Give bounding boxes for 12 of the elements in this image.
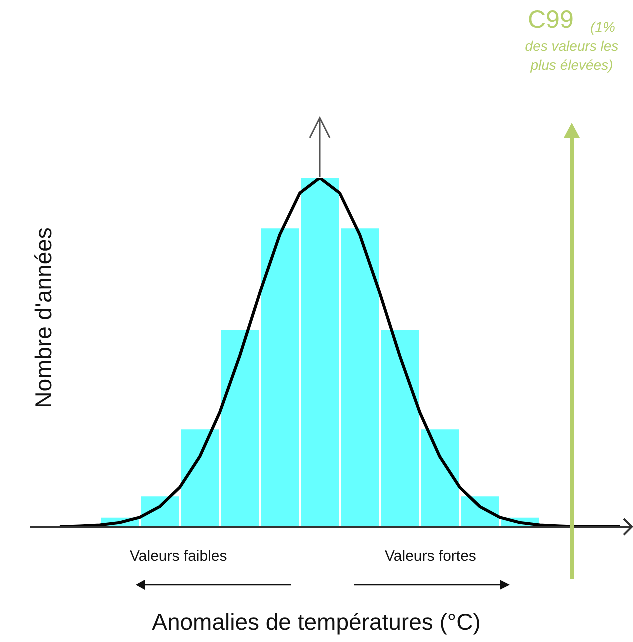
bar: [181, 430, 219, 527]
bar: [381, 330, 419, 527]
text: Valeurs fortes: [385, 548, 476, 565]
text: Valeurs faibles: [130, 548, 228, 565]
bar: [421, 430, 459, 527]
x-axis-title: Anomalies de températures (°C): [151, 609, 482, 636]
bar: [341, 228, 379, 527]
y-axis-title: Nombre d'années: [30, 228, 58, 408]
bar: [261, 228, 299, 527]
bar: [221, 330, 259, 527]
bar: [301, 178, 339, 527]
text: C99: [528, 6, 574, 35]
